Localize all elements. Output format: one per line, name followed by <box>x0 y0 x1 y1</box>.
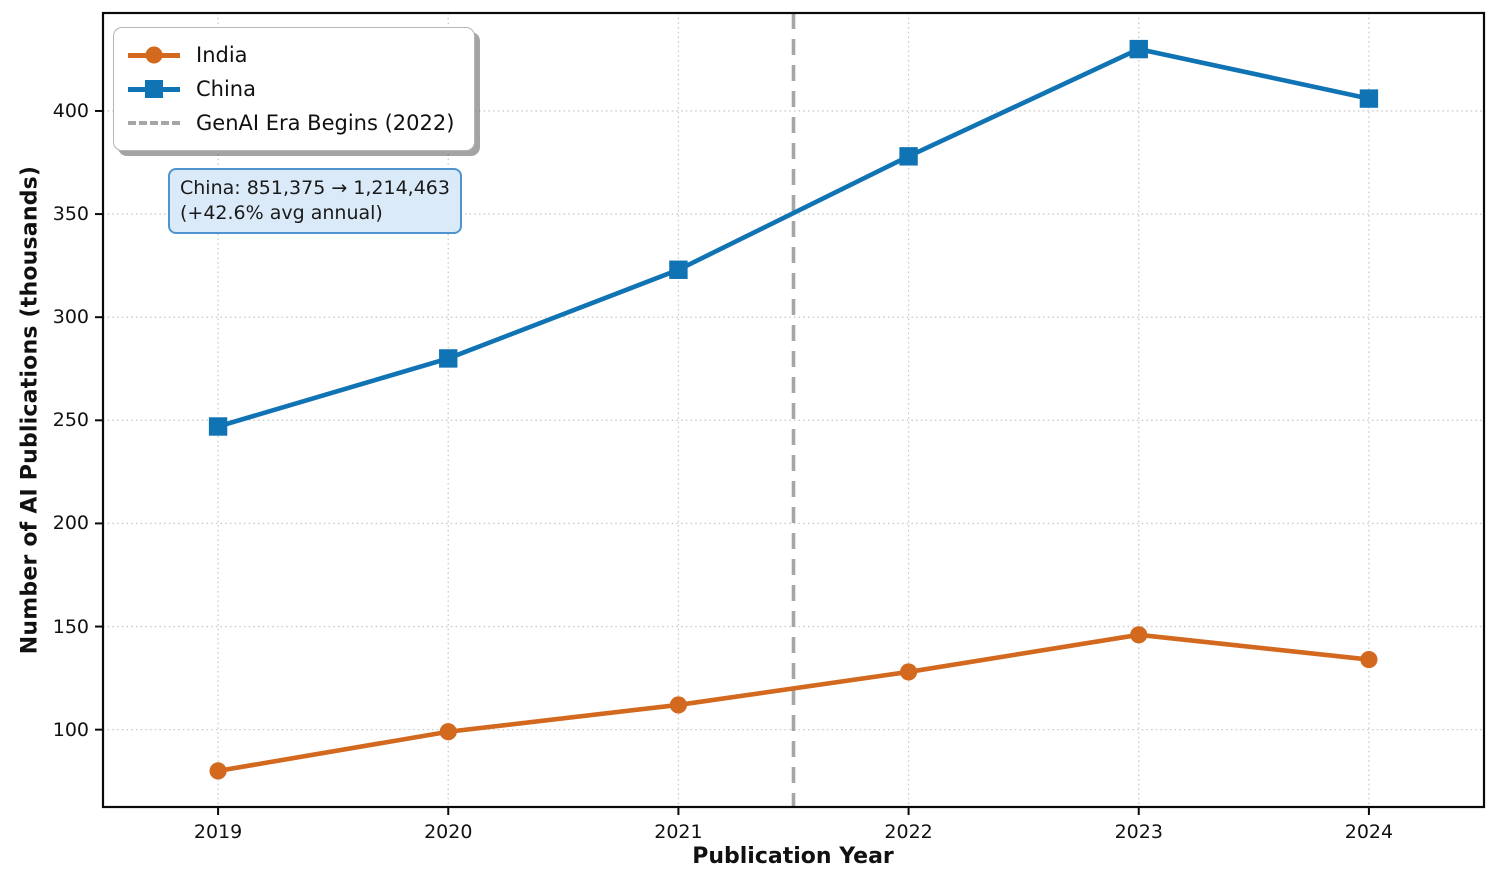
india-marker <box>899 663 918 681</box>
legend-item-india: India <box>128 38 454 72</box>
x-tick-label: 2020 <box>424 821 473 843</box>
y-tick-label: 250 <box>52 409 89 432</box>
india-marker <box>669 696 688 714</box>
china-marker <box>1359 89 1379 108</box>
china-swatch-square <box>145 80 163 98</box>
india-marker <box>439 723 457 741</box>
legend-label-india: India <box>196 43 248 67</box>
y-tick-label: 350 <box>52 203 89 226</box>
x-tick-label: 2024 <box>1344 821 1394 843</box>
legend-item-genai-vline: GenAI Era Begins (2022) <box>128 106 454 140</box>
india-marker <box>1360 650 1378 669</box>
x-tick-label: 2023 <box>1114 821 1163 843</box>
india-line-marker-icon <box>128 45 180 65</box>
x-tick-label: 2021 <box>654 821 703 843</box>
legend-label-china: China <box>196 77 256 101</box>
china-line <box>215 46 1372 429</box>
annotation-line-1: China: 851,375 → 1,214,463 <box>180 177 450 199</box>
x-axis-title: Publication Year <box>692 844 894 869</box>
legend-item-china: China <box>128 72 454 106</box>
india-swatch-circle <box>145 46 163 64</box>
china-marker <box>439 349 458 368</box>
china-line-marker-icon <box>128 79 180 99</box>
y-tick-label: 200 <box>52 512 89 535</box>
y-tick-label: 400 <box>52 99 89 122</box>
legend-label-genai: GenAI Era Begins (2022) <box>196 111 455 135</box>
india-marker <box>209 762 227 780</box>
plot-frame <box>101 11 1486 809</box>
india-marker <box>1130 626 1148 644</box>
china-marker <box>1129 39 1148 59</box>
x-tick-label: 2022 <box>884 821 933 843</box>
y-tick-label: 300 <box>52 306 89 329</box>
china-marker <box>208 417 228 436</box>
china-growth-annotation: China: 851,375 → 1,214,463 (+42.6% avg a… <box>168 168 462 234</box>
legend: India China GenAI Era Begins (2022) <box>113 27 476 151</box>
x-tick-label: 2019 <box>193 821 243 843</box>
annotation-line-2: (+42.6% avg annual) <box>180 202 383 224</box>
y-tick-label: 100 <box>52 718 89 741</box>
india-line <box>215 632 1372 774</box>
dashed-line-icon <box>128 121 180 125</box>
y-axis-title: Number of AI Publications (thousands) <box>17 165 43 655</box>
china-marker <box>899 147 918 166</box>
china-marker <box>669 260 688 279</box>
y-tick-label: 150 <box>52 615 89 638</box>
